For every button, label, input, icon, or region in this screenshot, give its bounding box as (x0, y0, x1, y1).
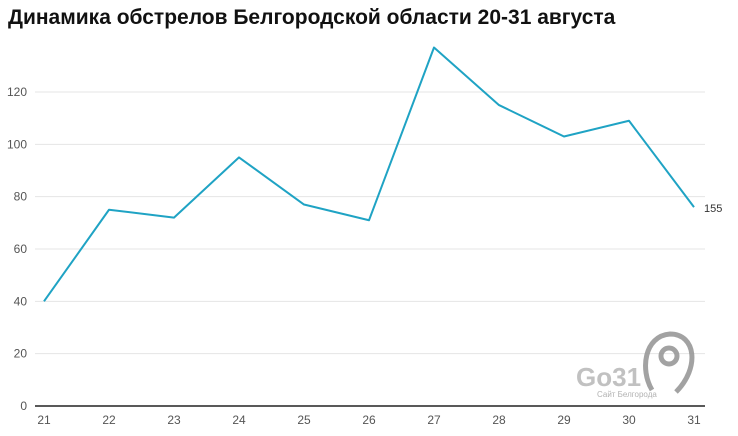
x-tick-label: 23 (167, 413, 181, 427)
go31-watermark-logo: Go31 Сайт Белгорода (576, 331, 695, 399)
y-tick-label: 0 (20, 399, 27, 413)
end-data-label: 155 (704, 203, 722, 215)
y-tick-label: 100 (7, 137, 27, 151)
svg-text:Сайт Белгорода: Сайт Белгорода (597, 390, 657, 399)
y-tick-label: 40 (14, 294, 28, 308)
x-tick-label: 31 (687, 413, 701, 427)
svg-text:Go31: Go31 (576, 362, 641, 392)
y-tick-label: 80 (14, 190, 28, 204)
x-tick-label: 27 (427, 413, 441, 427)
x-tick-label: 21 (37, 413, 51, 427)
chart-title: Динамика обстрелов Белгородской области … (8, 6, 616, 29)
x-tick-label: 28 (492, 413, 506, 427)
x-tick-label: 26 (362, 413, 376, 427)
x-tick-label: 30 (622, 413, 636, 427)
y-tick-label: 20 (14, 347, 28, 361)
series-line (43, 46, 695, 302)
y-tick-label: 120 (7, 85, 27, 99)
x-tick-label: 24 (232, 413, 246, 427)
x-tick-label: 25 (297, 413, 311, 427)
x-tick-label: 29 (557, 413, 571, 427)
x-tick-label: 22 (102, 413, 116, 427)
y-tick-label: 60 (14, 242, 28, 256)
